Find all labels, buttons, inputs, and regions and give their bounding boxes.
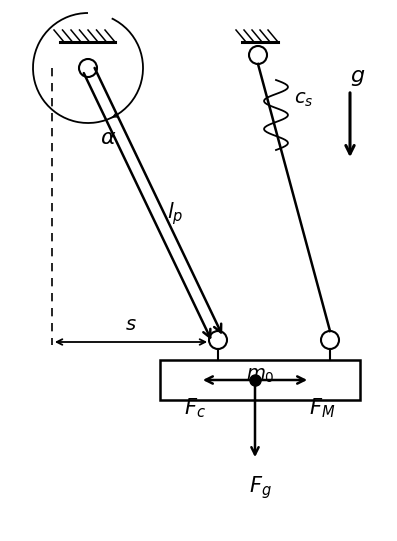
- Text: $s$: $s$: [125, 314, 137, 333]
- Text: $\alpha$: $\alpha$: [100, 128, 116, 148]
- Text: $l_p$: $l_p$: [167, 201, 183, 227]
- Text: $F_c$: $F_c$: [184, 396, 206, 420]
- Text: $c_s$: $c_s$: [294, 90, 314, 109]
- Text: $F_g$: $F_g$: [249, 474, 272, 502]
- Text: $m_0$: $m_0$: [246, 366, 274, 385]
- Bar: [160, 360, 360, 400]
- Text: $g$: $g$: [351, 68, 366, 88]
- Text: $F_M$: $F_M$: [309, 396, 335, 420]
